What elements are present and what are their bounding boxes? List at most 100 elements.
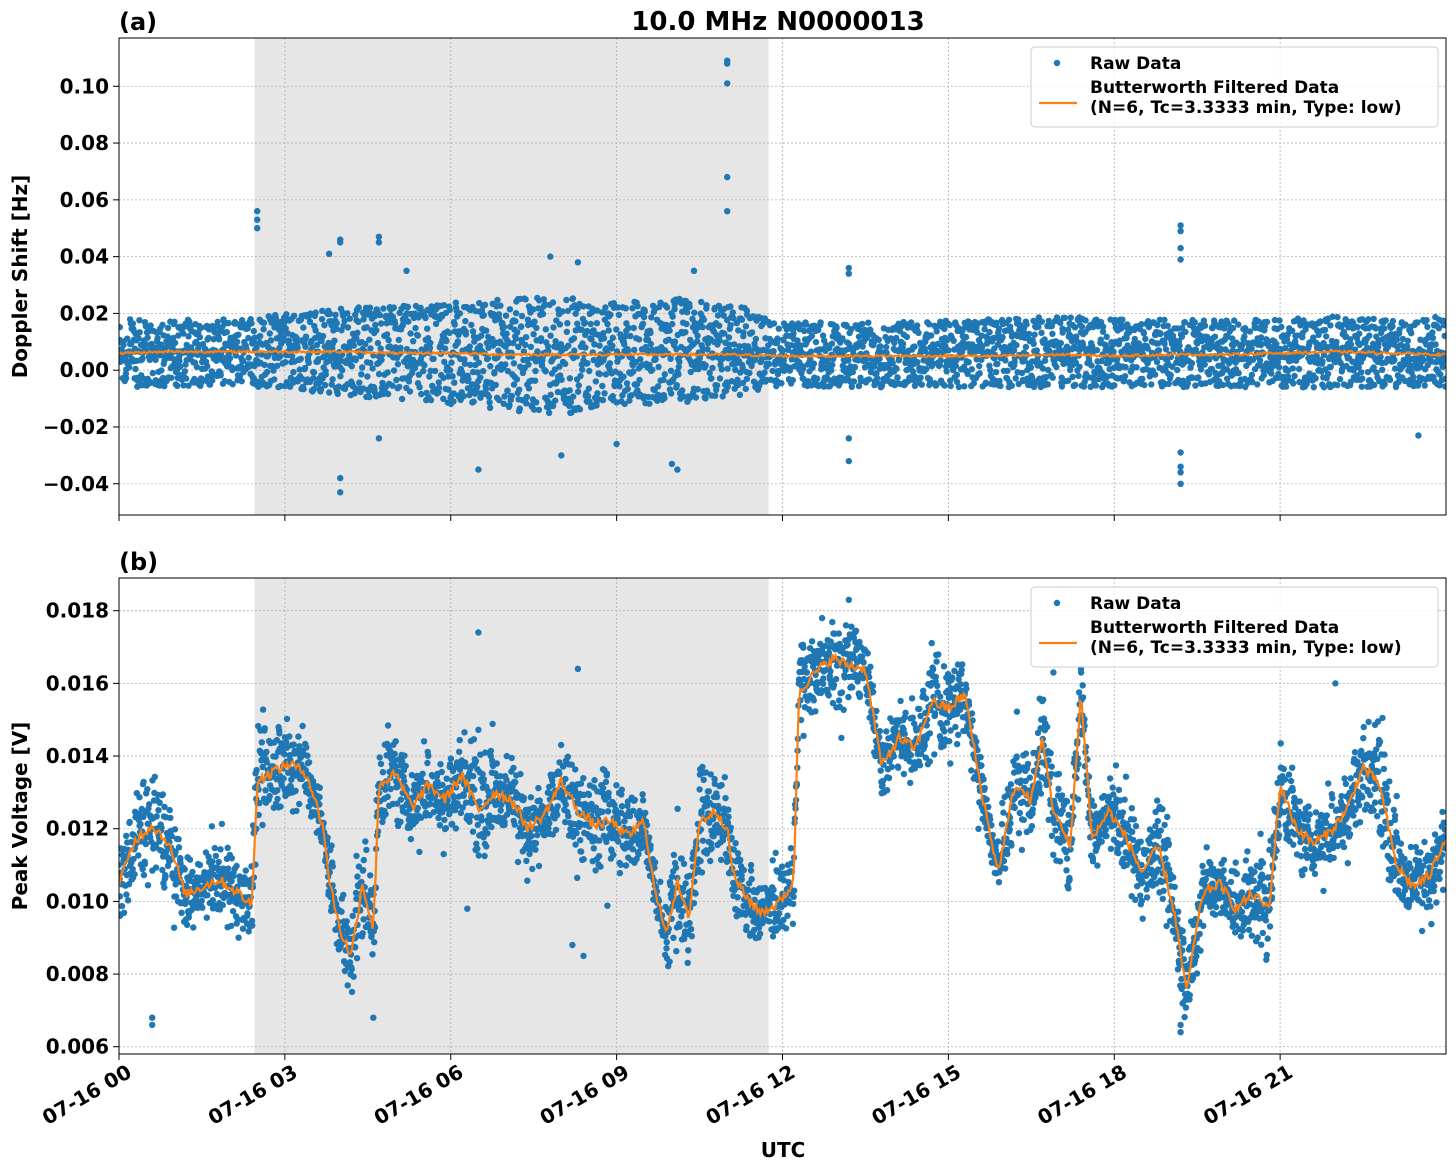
raw-data-point [295,733,302,740]
raw-data-point [997,382,1004,390]
raw-data-point [1021,357,1028,365]
panel-b-peak-voltage: 07-16 00 07-16 03 07-16 06 07-16 09 07-16 12… [8,548,1447,1130]
raw-data-point [826,383,834,390]
raw-data-point [146,801,153,808]
raw-data-point [523,356,531,363]
raw-data-point [666,327,673,334]
raw-data-point [779,348,786,355]
raw-data-point [925,321,933,328]
raw-data-point [947,382,954,390]
raw-data-point [828,367,835,374]
raw-data-point [918,381,925,388]
raw-data-point [527,343,535,351]
raw-data-point [137,820,144,828]
raw-data-point [736,343,743,350]
raw-data-point [486,399,493,406]
raw-data-point [1224,375,1231,382]
raw-data-point [393,376,400,384]
raw-data-point [384,793,391,800]
raw-data-point [487,747,495,755]
raw-data-point [174,382,181,389]
raw-data-point [501,393,508,400]
raw-data-point [518,323,525,330]
raw-data-outlier [574,259,582,266]
raw-data-outlier [325,250,333,257]
raw-data-point [965,359,972,366]
raw-data-point [189,868,196,876]
raw-data-point [1004,367,1011,374]
raw-data-point [634,303,641,310]
raw-data-point [1342,333,1350,340]
y-tick-label: −0.04 [43,472,109,496]
raw-data-point [1133,364,1140,371]
raw-data-point [374,339,382,347]
raw-data-point [506,402,513,409]
raw-data-outlier [1177,469,1184,476]
raw-data-point [446,306,453,314]
raw-data-point [125,364,133,371]
raw-data-point [367,359,374,367]
raw-data-point [502,361,509,368]
raw-data-point [943,368,950,375]
raw-data-point [203,914,210,921]
raw-data-point [185,914,192,921]
raw-data-point [1030,340,1037,347]
raw-data-point [668,390,675,397]
raw-data-point [706,369,713,376]
raw-data-point [172,848,179,856]
raw-data-point [1092,382,1100,389]
raw-data-point [639,320,647,327]
raw-data-outlier [724,60,731,67]
raw-data-point [435,384,443,391]
raw-data-point [567,398,575,406]
raw-data-point [417,304,424,311]
raw-data-outlier [475,466,482,473]
raw-data-point [277,803,284,810]
raw-data-point [1274,358,1282,366]
raw-data-point [704,346,711,353]
raw-data-point [1148,381,1155,388]
raw-data-point [713,382,721,389]
raw-data-point [549,402,557,410]
raw-data-point [1441,354,1446,362]
raw-data-point [894,374,901,381]
raw-data-point [332,311,339,318]
raw-data-point [492,381,499,389]
raw-data-point [425,752,432,759]
raw-data-point [1327,322,1334,329]
raw-data-point [272,768,280,775]
raw-data-point [1429,329,1436,336]
raw-data-point [1156,316,1164,323]
raw-data-point [788,342,795,349]
raw-data-point [1039,365,1047,372]
raw-data-point [734,381,742,389]
raw-data-point [438,768,445,776]
raw-data-point [270,367,277,374]
raw-data-point [613,326,620,333]
raw-data-point [329,376,336,383]
raw-data-point [569,295,577,302]
raw-data-point [571,347,578,354]
raw-data-point [242,867,249,874]
raw-data-point [1225,320,1232,328]
raw-data-point [403,346,411,353]
raw-data-point [738,316,746,323]
raw-data-point [873,370,880,377]
raw-data-point [1191,319,1199,326]
raw-data-point [859,343,866,350]
raw-data-point [1429,334,1437,342]
raw-data-point [802,321,810,328]
raw-data-point [748,329,756,336]
raw-data-point [851,363,859,371]
panel-label: (a) [119,8,157,36]
raw-data-point [742,385,749,393]
raw-data-outlier [845,270,852,277]
raw-data-point [899,340,907,347]
raw-data-point [542,326,549,333]
raw-data-point [667,355,674,362]
raw-data-point [259,821,266,829]
raw-data-point [147,322,154,329]
raw-data-point [319,307,326,314]
raw-data-point [367,345,374,352]
raw-data-point [770,347,777,355]
